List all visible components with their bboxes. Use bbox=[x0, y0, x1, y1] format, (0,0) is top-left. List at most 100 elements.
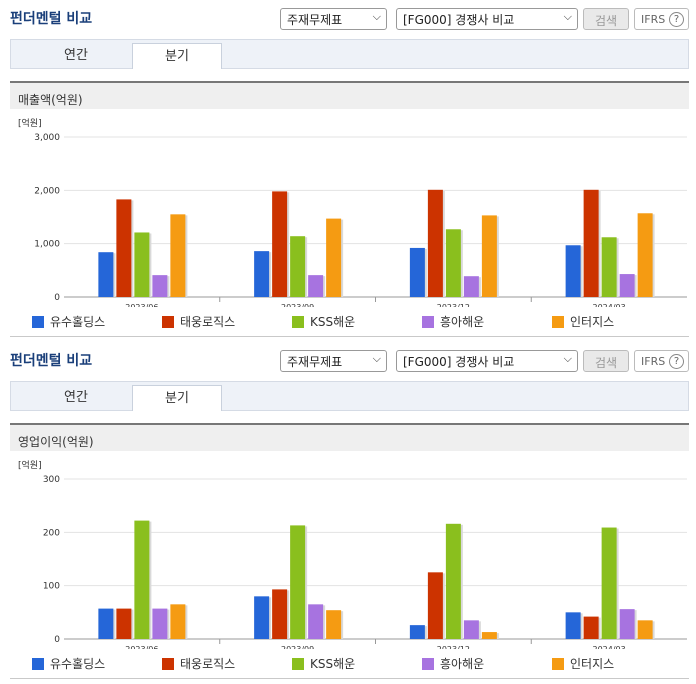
x-tick-label: 2024/03 bbox=[593, 645, 626, 649]
legend-swatch bbox=[32, 658, 44, 670]
y-unit-label: [억원] bbox=[18, 459, 42, 471]
bar-5-2023/12[interactable] bbox=[481, 215, 497, 297]
tab-annual[interactable]: 연간 bbox=[64, 48, 88, 63]
bar-2-2023/12[interactable] bbox=[427, 572, 443, 639]
x-tick-label: 2023/06 bbox=[125, 303, 158, 307]
help-icon: ? bbox=[669, 12, 684, 27]
bar-4-2023/06[interactable] bbox=[152, 275, 168, 297]
bar-1-2023/06[interactable] bbox=[98, 608, 114, 639]
divider bbox=[10, 678, 689, 679]
bar-3-2023/09[interactable] bbox=[290, 525, 306, 639]
x-tick-label: 2024/03 bbox=[593, 303, 626, 307]
search-button[interactable]: 검색 bbox=[583, 8, 629, 30]
bar-1-2024/03[interactable] bbox=[565, 245, 581, 297]
bar-3-2023/06[interactable] bbox=[134, 232, 150, 297]
bar-2-2023/06[interactable] bbox=[116, 608, 132, 639]
y-unit-label: [억원] bbox=[18, 117, 42, 129]
bar-4-2023/09[interactable] bbox=[308, 275, 324, 297]
legend-label: KSS해운 bbox=[310, 315, 356, 329]
bar-2-2023/06[interactable] bbox=[116, 199, 132, 297]
chart-legend: 유수홀딩스 태웅로직스 KSS해운 흥아해운 인터지스 bbox=[10, 655, 689, 673]
legend-swatch bbox=[422, 658, 434, 670]
bar-4-2024/03[interactable] bbox=[619, 609, 635, 639]
section-title: 펀더멘털 비교 bbox=[10, 353, 93, 369]
bar-5-2023/09[interactable] bbox=[326, 610, 342, 639]
tab-quarterly[interactable]: 분기 bbox=[132, 43, 222, 69]
bar-4-2023/12[interactable] bbox=[463, 620, 479, 639]
chevron-down-icon: ⌵ bbox=[372, 352, 381, 365]
search-button[interactable]: 검색 bbox=[583, 350, 629, 372]
bar-2-2024/03[interactable] bbox=[583, 616, 599, 639]
legend-label: 인터지스 bbox=[570, 657, 615, 671]
tab-quarterly[interactable]: 분기 bbox=[132, 385, 222, 411]
compare-group-select[interactable]: [FG000] 경쟁사 비교 ⌵ bbox=[396, 350, 578, 372]
y-tick-label: 2,000 bbox=[34, 186, 60, 196]
tab-annual[interactable]: 연간 bbox=[64, 390, 88, 405]
y-tick-label: 200 bbox=[43, 528, 60, 538]
bar-1-2023/09[interactable] bbox=[254, 251, 270, 297]
y-tick-label: 100 bbox=[43, 582, 60, 592]
bar-5-2023/12[interactable] bbox=[481, 632, 497, 639]
legend-item[interactable]: 흥아해운 bbox=[422, 313, 484, 330]
statement-type-select[interactable]: 주재무제표 ⌵ bbox=[280, 350, 387, 372]
bar-5-2023/09[interactable] bbox=[326, 218, 342, 297]
bar-2-2023/09[interactable] bbox=[272, 589, 288, 639]
bar-4-2023/09[interactable] bbox=[308, 604, 324, 639]
legend-item[interactable]: KSS해운 bbox=[292, 313, 355, 330]
legend-label: 인터지스 bbox=[570, 315, 615, 329]
bar-4-2024/03[interactable] bbox=[619, 274, 635, 297]
legend-label: 유수홀딩스 bbox=[50, 315, 106, 329]
bar-5-2024/03[interactable] bbox=[637, 213, 653, 297]
legend-item[interactable]: 태웅로직스 bbox=[162, 313, 235, 330]
bar-5-2023/06[interactable] bbox=[170, 604, 186, 639]
compare-group-select[interactable]: [FG000] 경쟁사 비교 ⌵ bbox=[396, 8, 578, 30]
bar-2-2023/12[interactable] bbox=[427, 189, 443, 297]
bar-4-2023/12[interactable] bbox=[463, 276, 479, 297]
bar-3-2024/03[interactable] bbox=[601, 237, 617, 297]
legend-label: KSS해운 bbox=[310, 657, 356, 671]
bar-3-2023/12[interactable] bbox=[445, 523, 461, 639]
bar-1-2023/06[interactable] bbox=[98, 252, 114, 297]
bar-5-2024/03[interactable] bbox=[637, 620, 653, 639]
legend-swatch bbox=[162, 658, 174, 670]
legend-item[interactable]: 인터지스 bbox=[552, 313, 614, 330]
period-tabs: 연간 분기 bbox=[10, 39, 689, 69]
statement-type-value: 주재무제표 bbox=[287, 13, 343, 27]
chevron-down-icon: ⌵ bbox=[563, 10, 572, 23]
bar-2-2024/03[interactable] bbox=[583, 189, 599, 297]
bar-1-2023/09[interactable] bbox=[254, 596, 270, 639]
y-tick-label: 300 bbox=[43, 475, 60, 485]
metric-title: 영업이익(억원) bbox=[10, 423, 689, 451]
legend-item[interactable]: 태웅로직스 bbox=[162, 655, 235, 672]
ifrs-label: IFRS bbox=[641, 355, 666, 368]
bar-5-2023/06[interactable] bbox=[170, 214, 186, 297]
legend-item[interactable]: KSS해운 bbox=[292, 655, 355, 672]
legend-item[interactable]: 인터지스 bbox=[552, 655, 614, 672]
x-tick-label: 2023/06 bbox=[125, 645, 158, 649]
period-tabs: 연간 분기 bbox=[10, 381, 689, 411]
ifrs-help-button[interactable]: IFRS ? bbox=[634, 8, 689, 30]
legend-label: 흥아해운 bbox=[440, 657, 485, 671]
ifrs-help-button[interactable]: IFRS ? bbox=[634, 350, 689, 372]
metric-title: 매출액(억원) bbox=[10, 81, 689, 109]
bar-3-2023/09[interactable] bbox=[290, 236, 306, 297]
legend-item[interactable]: 유수홀딩스 bbox=[32, 655, 105, 672]
y-tick-label: 0 bbox=[54, 293, 60, 303]
legend-label: 유수홀딩스 bbox=[50, 657, 106, 671]
bar-4-2023/06[interactable] bbox=[152, 608, 168, 639]
legend-item[interactable]: 흥아해운 bbox=[422, 655, 484, 672]
bar-3-2023/12[interactable] bbox=[445, 229, 461, 297]
bar-3-2024/03[interactable] bbox=[601, 527, 617, 639]
bar-2-2023/09[interactable] bbox=[272, 191, 288, 297]
bar-1-2023/12[interactable] bbox=[409, 247, 425, 297]
ifrs-label: IFRS bbox=[641, 13, 666, 26]
statement-type-select[interactable]: 주재무제표 ⌵ bbox=[280, 8, 387, 30]
chevron-down-icon: ⌵ bbox=[372, 10, 381, 23]
legend-item[interactable]: 유수홀딩스 bbox=[32, 313, 105, 330]
bar-3-2023/06[interactable] bbox=[134, 520, 150, 639]
bar-1-2024/03[interactable] bbox=[565, 612, 581, 639]
bar-1-2023/12[interactable] bbox=[409, 625, 425, 639]
y-tick-label: 0 bbox=[54, 635, 60, 645]
fundamental-panel-operating-income: 펀더멘털 비교 주재무제표 ⌵ [FG000] 경쟁사 비교 ⌵ 검색 IFRS… bbox=[0, 342, 696, 684]
legend-swatch bbox=[552, 316, 564, 328]
